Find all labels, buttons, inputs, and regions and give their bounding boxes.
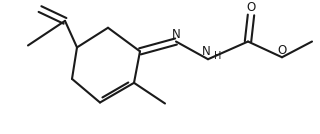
Text: H: H xyxy=(214,51,221,61)
Text: O: O xyxy=(246,1,256,14)
Text: O: O xyxy=(277,44,287,57)
Text: N: N xyxy=(202,45,211,58)
Text: N: N xyxy=(172,28,180,41)
